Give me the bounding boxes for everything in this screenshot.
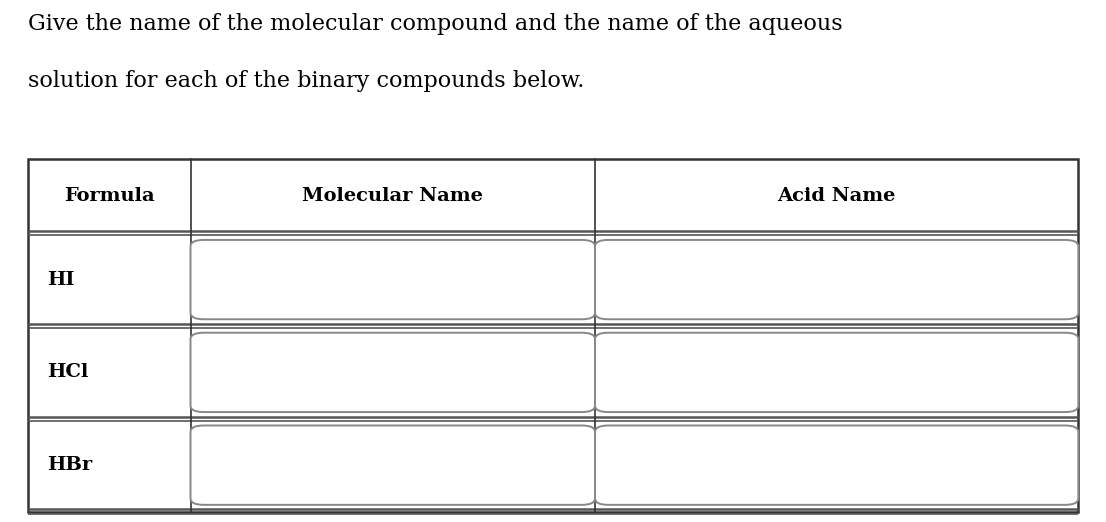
Text: HBr: HBr (48, 456, 93, 474)
FancyBboxPatch shape (190, 240, 595, 319)
FancyBboxPatch shape (595, 425, 1078, 505)
Text: Formula: Formula (64, 187, 155, 205)
Text: solution for each of the binary compounds below.: solution for each of the binary compound… (28, 70, 584, 92)
Text: HI: HI (48, 270, 75, 289)
FancyBboxPatch shape (595, 240, 1078, 319)
Text: Give the name of the molecular compound and the name of the aqueous: Give the name of the molecular compound … (28, 13, 843, 35)
Text: HCl: HCl (48, 363, 88, 382)
FancyBboxPatch shape (595, 333, 1078, 412)
Bar (28, 159, 1078, 512)
FancyBboxPatch shape (190, 333, 595, 412)
Text: Molecular Name: Molecular Name (302, 187, 483, 205)
Text: Acid Name: Acid Name (778, 187, 896, 205)
FancyBboxPatch shape (190, 425, 595, 505)
